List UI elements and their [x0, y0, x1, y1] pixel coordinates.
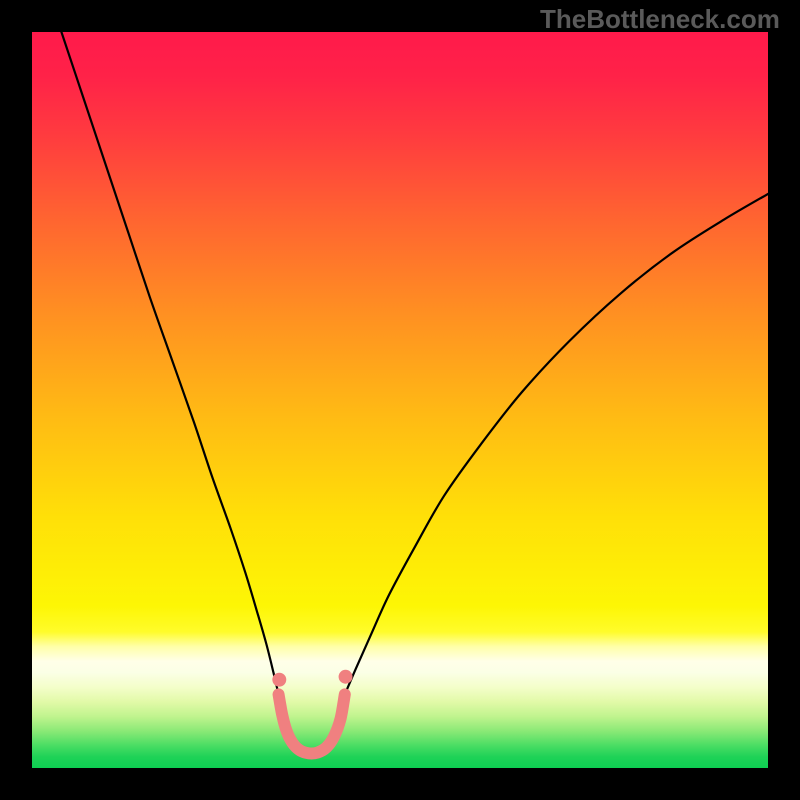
chart-stage: TheBottleneck.com — [0, 0, 800, 800]
plot-background — [32, 32, 768, 768]
watermark-text: TheBottleneck.com — [540, 4, 780, 35]
marker-dot — [339, 670, 353, 684]
marker-dot — [272, 673, 286, 687]
bottleneck-chart — [32, 32, 768, 768]
